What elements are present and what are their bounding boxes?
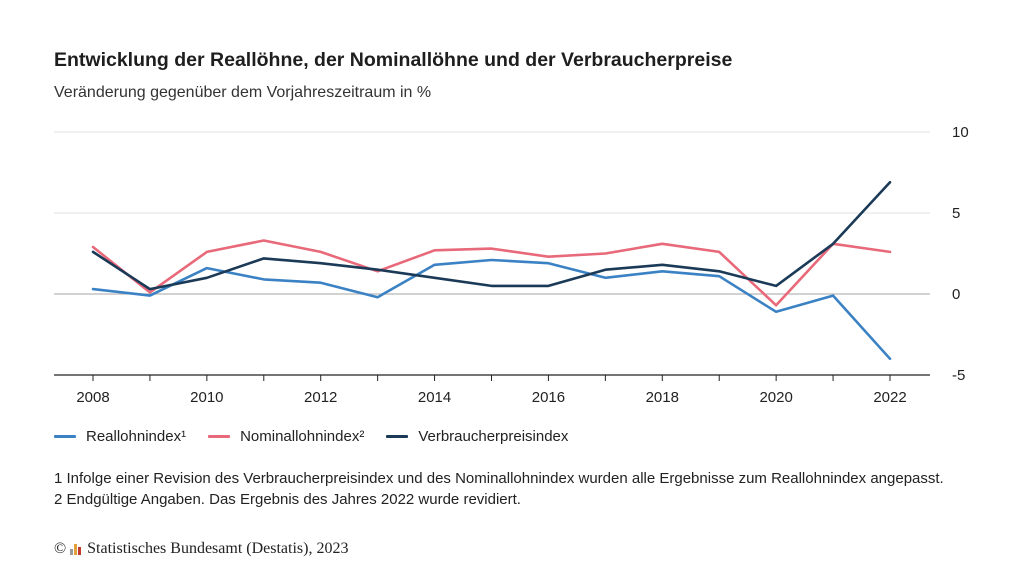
legend-item: Verbraucherpreisindex [386, 428, 568, 445]
footnote: 1 Infolge einer Revision des Verbraucher… [54, 470, 944, 508]
series-line-2 [91, 239, 892, 307]
x-tick-label: 2016 [532, 389, 565, 406]
chart-title: Entwicklung der Reallöhne, der Nominallö… [54, 49, 733, 71]
x-tick-label: 2018 [646, 389, 679, 406]
x-tick-label: 2010 [190, 389, 223, 406]
x-tick-label: 2008 [76, 389, 109, 406]
logo-bar [78, 547, 82, 555]
series-line-3 [91, 180, 892, 291]
chart-legend: Reallohnindex¹ Nominallohnindex² Verbrauch… [54, 428, 590, 445]
x-tick-label: 2012 [304, 389, 337, 406]
legend-label: Nominallohnindex² [240, 428, 365, 445]
source-text: Statistisches Bundesamt (Destatis), 2023 [87, 540, 349, 557]
legend-swatch [208, 435, 231, 438]
chart-subtitle: Veränderung gegenüber dem Vorjahreszeitr… [54, 84, 432, 101]
y-tick-label: 5 [952, 205, 960, 222]
legend-swatch [54, 435, 76, 438]
x-tick-label: 2014 [418, 389, 451, 406]
logo-bar [74, 544, 78, 555]
y-tick-label: 0 [952, 286, 960, 303]
copyright-symbol: © [54, 540, 67, 557]
legend-item: Reallohnindex¹ [54, 428, 186, 445]
destatis-logo-icon [70, 543, 82, 555]
legend-label: Reallohnindex¹ [86, 428, 187, 445]
y-tick-label: 10 [952, 124, 969, 141]
legend-item: Nominallohnindex² [208, 428, 364, 445]
logo-bar [70, 549, 74, 555]
y-tick-label: -5 [952, 367, 965, 384]
x-tick-label: 2020 [759, 389, 792, 406]
legend-label: Verbraucherpreisindex [418, 428, 569, 445]
line-chart: 10 5 0 -5 2008 2010 2012 2014 2016 2018 2020 2022 [54, 124, 969, 406]
source-credit: © Statistisches Bundesamt (Destatis), 20… [54, 540, 348, 558]
x-tick-label: 2022 [873, 389, 906, 406]
legend-swatch [386, 435, 409, 438]
